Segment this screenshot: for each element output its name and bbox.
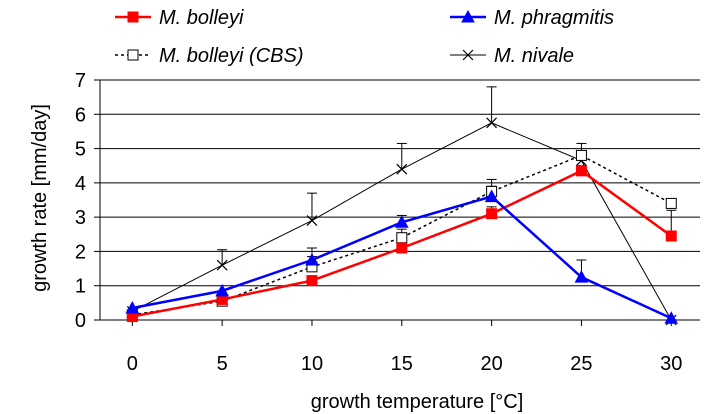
x-tick-label: 30: [660, 353, 682, 375]
x-tick-label: 10: [301, 353, 323, 375]
legend-marker-m-nivale: [462, 49, 474, 61]
x-tick-label: 5: [217, 353, 228, 375]
y-tick-label: 0: [75, 310, 86, 332]
data-point-m-phragmitis: [574, 270, 589, 283]
data-point-m-bolleyi: [396, 242, 408, 254]
y-tick-label: 5: [75, 139, 86, 161]
data-point-m-phragmitis: [215, 283, 229, 297]
y-tick-label: 3: [75, 207, 86, 229]
legend-marker-m-phragmitis: [461, 9, 475, 23]
x-tick-label: 25: [570, 353, 592, 375]
data-point-m-phragmitis: [484, 189, 499, 203]
data-point-m-nivale: [396, 163, 408, 175]
y-tick-label: 2: [75, 241, 86, 263]
data-point-m-bolleyi: [665, 230, 677, 242]
data-point-m-phragmitis: [394, 215, 409, 228]
data-point-m-nivale: [216, 259, 228, 271]
y-axis-label: growth rate [mm/day]: [29, 104, 51, 292]
axes: [94, 79, 700, 326]
data-point-m-nivale: [306, 215, 318, 226]
data-point-m-bolleyi: [486, 208, 498, 220]
legend: M. bolleyi M. phragmitis M. bolleyi (CBS) M…: [115, 7, 614, 67]
y-tick-label: 7: [75, 70, 86, 92]
data-point-m-bolleyi-cbs: [396, 232, 408, 244]
x-tick-labels: 0 5 10 15 20 25 30: [127, 353, 683, 375]
x-tick-label: 20: [480, 353, 502, 375]
data-point-m-bolleyi-cbs: [665, 197, 677, 209]
data-point-m-bolleyi-cbs: [575, 149, 587, 161]
data-point-m-nivale: [486, 117, 498, 129]
x-tick-label: 0: [127, 353, 138, 375]
data-point-m-bolleyi: [306, 275, 318, 287]
series-layer: [125, 86, 679, 326]
x-axis-label: growth temperature [°C]: [311, 391, 524, 413]
y-tick-label: 1: [75, 276, 86, 298]
y-tick-label: 4: [75, 173, 86, 195]
legend-label-m-bolleyi-cbs: M. bolleyi (CBS): [159, 45, 303, 67]
legend-label-m-bolleyi: M. bolleyi: [159, 7, 244, 29]
y-tick-labels: 0 1 2 3 4 5 6 7: [75, 70, 86, 332]
x-tick-label: 15: [391, 353, 413, 375]
data-point-m-phragmitis: [305, 252, 319, 266]
legend-marker-m-bolleyi: [127, 11, 139, 23]
y-tick-label: 6: [75, 104, 86, 126]
gridlines: [100, 79, 700, 287]
legend-label-m-phragmitis: M. phragmitis: [494, 7, 614, 29]
legend-label-m-nivale: M. nivale: [494, 45, 574, 67]
data-point-m-phragmitis: [664, 311, 679, 324]
legend-marker-m-bolleyi-cbs: [127, 49, 139, 61]
data-point-m-phragmitis: [125, 300, 140, 314]
data-point-m-bolleyi: [575, 165, 587, 177]
